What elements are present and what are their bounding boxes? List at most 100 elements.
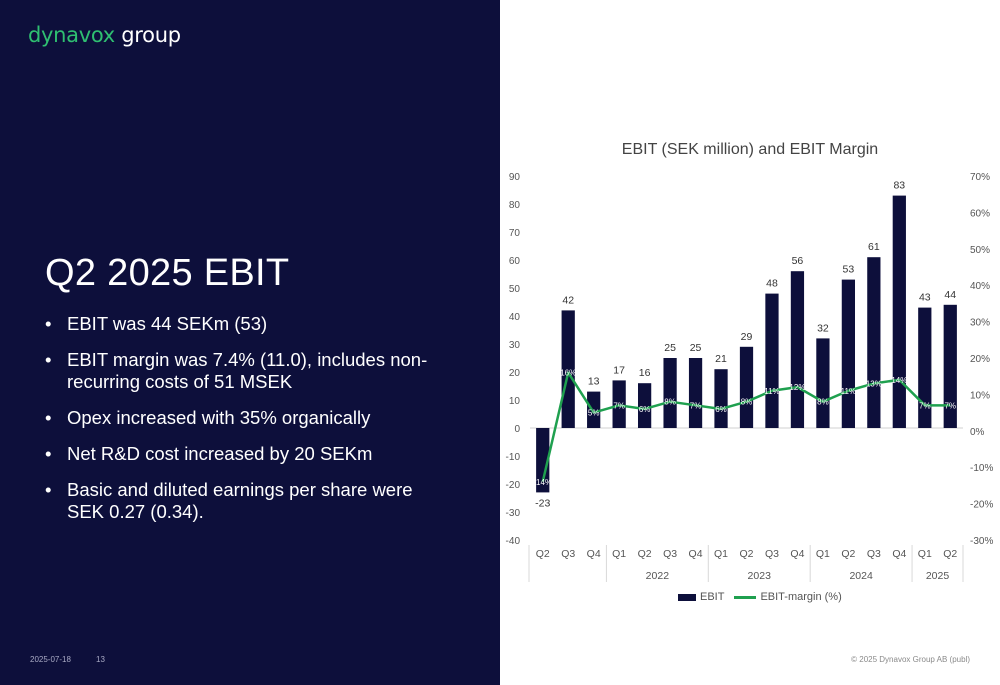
- right-axis-tick-label: 10%: [970, 390, 990, 401]
- x-axis-category-label: Q1: [816, 548, 830, 560]
- bullet-item: EBIT margin was 7.4% (11.0), includes no…: [45, 349, 445, 393]
- bullet-list: EBIT was 44 SEKm (53) EBIT margin was 7.…: [45, 313, 445, 537]
- bar-data-label: 29: [741, 331, 753, 343]
- left-axis-tick-label: 60: [509, 256, 521, 267]
- x-axis-category-label: Q4: [689, 548, 703, 560]
- bar-data-label: 56: [792, 255, 804, 267]
- left-axis-tick-label: 40: [509, 312, 521, 323]
- bar-data-label: 44: [944, 289, 956, 301]
- bar-data-label: 17: [613, 364, 625, 376]
- x-axis-category-label: Q1: [918, 548, 932, 560]
- bar-data-label: 21: [715, 353, 727, 365]
- bar-ebit: [714, 369, 728, 428]
- bar-ebit: [790, 271, 805, 428]
- ebit-chart: 90 80 70 60 50 40 30 20 10 0 -10 -20 -30 -40 70% 60% 50%…: [506, 172, 993, 582]
- bar-data-label: 32: [817, 322, 829, 334]
- left-axis-tick-label: 90: [509, 172, 521, 183]
- bar-data-label: 83: [893, 180, 905, 192]
- bar-data-label: 16: [639, 367, 651, 379]
- line-data-label: 7%: [613, 401, 625, 410]
- x-axis-year-label: 2022: [646, 570, 670, 582]
- bar-ebit: [536, 428, 550, 493]
- line-data-label: 7%: [944, 401, 956, 410]
- bullet-item: Net R&D cost increased by 20 SEKm: [45, 443, 445, 465]
- bar-data-label: 25: [664, 342, 676, 354]
- line-data-label: 7%: [919, 401, 931, 410]
- x-axis-category-label: Q3: [561, 548, 575, 560]
- left-panel: dynavox group Q2 2025 EBIT EBIT was 44 S…: [0, 0, 500, 685]
- x-axis-category-label: Q3: [663, 548, 677, 560]
- bar-data-label: 13: [588, 376, 600, 388]
- bar-ebit: [841, 279, 856, 428]
- line-data-label: 16%: [560, 369, 576, 378]
- bar-ebit: [587, 391, 601, 428]
- copyright-notice: © 2025 Dynavox Group AB (publ): [851, 655, 970, 664]
- bar-data-label: 42: [562, 294, 574, 306]
- bar-ebit: [688, 358, 703, 428]
- x-axis-year-label: 2025: [926, 570, 950, 582]
- right-axis-tick-label: 60%: [970, 208, 990, 219]
- x-axis-category-label: Q2: [841, 548, 855, 560]
- left-axis-tick-label: 20: [509, 368, 521, 379]
- left-axis-tick-label: 80: [509, 200, 521, 211]
- chart-legend: EBIT EBIT-margin (%): [678, 591, 852, 603]
- line-data-label: 12%: [789, 383, 805, 392]
- bar-ebit: [867, 257, 881, 428]
- right-axis-tick-label: -20%: [970, 500, 993, 511]
- left-axis-tick-label: 50: [509, 284, 521, 295]
- right-axis-tick-label: 50%: [970, 245, 990, 256]
- line-data-label: 11%: [841, 387, 856, 396]
- line-data-label: 11%: [764, 387, 779, 396]
- line-data-label: 6%: [639, 405, 651, 414]
- bar-ebit: [637, 383, 652, 428]
- legend-label-margin: EBIT-margin (%): [760, 591, 842, 603]
- left-axis-tick-label: 10: [509, 396, 521, 407]
- line-data-label: -14%: [533, 478, 552, 487]
- left-axis-tick-label: 30: [509, 340, 521, 351]
- bar-ebit: [663, 358, 677, 428]
- line-data-label: 5%: [588, 409, 600, 418]
- right-axis-tick-label: 20%: [970, 354, 990, 365]
- x-axis-category-label: Q2: [943, 548, 957, 560]
- x-axis-category-label: Q1: [612, 548, 626, 560]
- bar-data-label: 43: [919, 292, 931, 304]
- logo-brand-text: dynavox: [28, 23, 115, 47]
- left-axis-tick-label: 70: [509, 228, 521, 239]
- bar-ebit: [816, 338, 830, 428]
- left-axis-tick-label: -20: [506, 480, 521, 491]
- bar-ebit: [561, 310, 575, 428]
- right-axis-tick-label: 30%: [970, 318, 990, 329]
- legend-swatch-line: [734, 595, 757, 599]
- x-axis-year-label: 2023: [748, 570, 772, 582]
- x-axis-category-label: Q4: [790, 548, 804, 560]
- bar-ebit: [918, 307, 932, 428]
- page-number: 13: [96, 655, 105, 664]
- bar-data-label: 61: [868, 241, 880, 253]
- x-axis-category-label: Q1: [714, 548, 728, 560]
- x-axis-category-label: Q3: [867, 548, 881, 560]
- bar-data-label: 53: [843, 264, 855, 276]
- bar-ebit: [943, 304, 957, 428]
- right-axis-tick-label: -30%: [970, 536, 993, 547]
- line-data-label: 8%: [817, 398, 829, 407]
- right-axis-tick-label: -10%: [970, 463, 993, 474]
- right-axis-tick-label: 40%: [970, 281, 990, 292]
- line-data-label: 13%: [866, 379, 882, 388]
- line-data-label: 14%: [891, 376, 907, 385]
- legend-swatch-bar: [678, 593, 696, 601]
- x-axis-year-label: 2024: [849, 570, 873, 582]
- x-axis-category-label: Q4: [892, 548, 906, 560]
- x-axis-category-label: Q3: [765, 548, 779, 560]
- bullet-item: Opex increased with 35% organically: [45, 407, 445, 429]
- bar-data-label: 48: [766, 278, 778, 290]
- line-data-label: 8%: [741, 398, 753, 407]
- x-axis-category-label: Q4: [587, 548, 601, 560]
- right-axis-tick-label: 0%: [970, 427, 985, 438]
- footer-date: 2025-07-18: [30, 655, 71, 664]
- slide-title: Q2 2025 EBIT: [45, 252, 290, 294]
- bar-data-label: 25: [690, 342, 702, 354]
- bar-data-label: -23: [535, 497, 550, 509]
- bullet-item: Basic and diluted earnings per share wer…: [45, 479, 445, 523]
- left-axis-tick-label: -30: [506, 508, 521, 519]
- chart-title: EBIT (SEK million) and EBIT Margin: [621, 141, 879, 158]
